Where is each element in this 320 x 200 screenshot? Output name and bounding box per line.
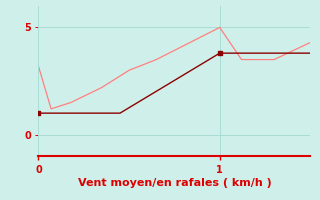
X-axis label: Vent moyen/en rafales ( km/h ): Vent moyen/en rafales ( km/h )	[77, 178, 271, 188]
